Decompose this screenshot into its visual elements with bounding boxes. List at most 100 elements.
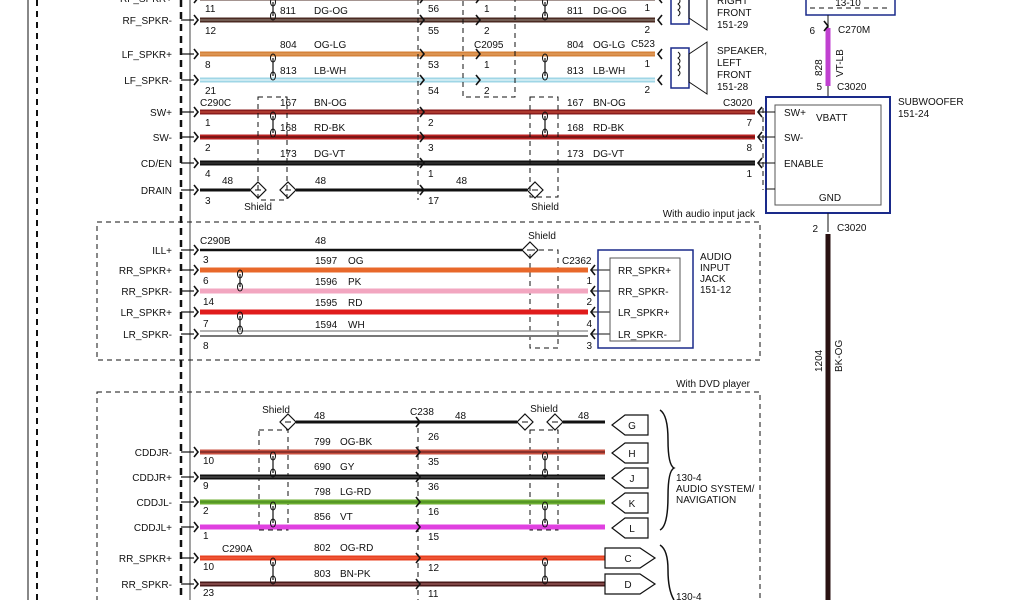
pin-number: 3: [428, 143, 434, 154]
pin-number: 2: [484, 86, 490, 97]
wire-color-code: PK: [348, 277, 362, 288]
wire-color-code: GY: [340, 462, 355, 473]
shield-box: [529, 96, 559, 198]
pin-number: 1: [746, 169, 752, 180]
wire-color-code: BN-PK: [340, 569, 371, 580]
pin-label: LR_SPKR-: [123, 330, 172, 341]
pin-number: 3: [586, 341, 592, 352]
connector-chevron-icon: [656, 14, 663, 26]
circuit-number: 1596: [315, 277, 338, 288]
shield-label: Shield: [528, 231, 556, 242]
circuit-number: 48: [456, 176, 468, 187]
audio-system-ref: AUDIO SYSTEM/: [676, 484, 755, 495]
connector-chevron-icon: [475, 14, 482, 26]
pin-number: 11: [428, 589, 439, 600]
pin-number: 36: [428, 482, 440, 493]
wire-color-code: DG-OG: [593, 6, 627, 17]
connector-tag-label: G: [628, 421, 636, 432]
connector-chevron-icon: [193, 306, 200, 318]
twist-loop-icon: [270, 128, 276, 138]
speaker-lf-label: LEFT: [717, 58, 741, 69]
connector-chevron-icon: [415, 446, 422, 458]
connector-chevron-icon: [193, 328, 200, 340]
pin-number: 35: [428, 457, 440, 468]
connector-label: C270M: [838, 25, 870, 36]
connector-chevron-icon: [419, 14, 426, 26]
twist-loop-icon: [542, 451, 548, 461]
circuit-number: 48: [455, 411, 467, 422]
pin-number: 2: [644, 85, 650, 96]
twist-loop-icon: [542, 111, 548, 121]
twist-loop-icon: [542, 53, 548, 63]
connector-chevron-icon: [475, 48, 482, 60]
pin-label: RF_SPKR-: [123, 16, 172, 27]
connector-chevron-icon: [193, 578, 200, 590]
connector-chevron-icon: [823, 20, 830, 32]
connector-chevron-icon: [419, 106, 426, 118]
connector-chevron-icon: [475, 74, 482, 86]
circuit-number: 803: [314, 569, 331, 580]
pin-label: SW-: [153, 133, 172, 144]
connector-chevron-icon: [193, 446, 200, 458]
connector-tag-label: J: [630, 474, 635, 485]
connector-chevron-icon: [193, 285, 200, 297]
pin-number: 53: [428, 60, 440, 71]
circuit-number: 48: [315, 176, 327, 187]
connector-chevron-icon: [193, 184, 200, 196]
connector-tag-label: K: [629, 499, 636, 510]
pin-number: 55: [428, 26, 440, 37]
pin-number: 10: [203, 562, 215, 573]
twist-loop-icon: [270, 11, 276, 21]
pin-number: 5: [816, 82, 822, 93]
rf-coil-icon: [677, 0, 681, 17]
connector-chevron-icon: [419, 131, 426, 143]
circuit-number: 48: [314, 411, 326, 422]
connector-label: C523: [631, 39, 655, 50]
connector-tag: [611, 492, 649, 514]
speaker-lf-label: 151-28: [717, 82, 749, 93]
pin-label: CD/EN: [141, 159, 172, 170]
wire-color-code: DG-VT: [593, 149, 624, 160]
connector-tag: [611, 517, 649, 539]
wire-color-code: OG-LG: [314, 40, 346, 51]
circuit-number: 1597: [315, 256, 338, 267]
pin-label: LF_SPKR-: [124, 76, 172, 87]
wire-color-code: BN-OG: [593, 98, 626, 109]
wire-color-code: OG-RD: [340, 543, 373, 554]
wire-color-code: RD: [348, 298, 362, 309]
twist-loop-icon: [270, 468, 276, 478]
section-label: With audio input jack: [663, 209, 756, 220]
jack-pin-label: RR_SPKR+: [618, 266, 671, 277]
connector-chevron-icon: [193, 48, 200, 60]
wire-color-code: BN-OG: [314, 98, 347, 109]
circuit-number: 167: [567, 98, 584, 109]
circuit-number: 813: [280, 66, 297, 77]
connector-label: C290B: [200, 236, 231, 247]
twist-loop-icon: [270, 111, 276, 121]
audio-jack-title: 151-12: [700, 285, 732, 296]
pin-number: 1: [484, 60, 490, 71]
connector-tag: [604, 573, 657, 595]
twist-loop-icon: [270, 575, 276, 585]
speaker-lf-label: FRONT: [717, 70, 751, 81]
connector-label: C290C: [200, 98, 231, 109]
pin-label: RR_SPKR+: [119, 266, 172, 277]
pin-number: 2: [203, 506, 209, 517]
wire-color-code: VT: [340, 512, 353, 523]
pin-number: 6: [203, 276, 209, 287]
brace-icon: [659, 409, 676, 531]
twist-loop-icon: [270, 53, 276, 63]
pin-number: 2: [586, 297, 592, 308]
subwoofer-pin-label: ENABLE: [784, 159, 824, 170]
speaker-rf-label: 151-29: [717, 20, 749, 31]
twist-loop-icon: [542, 518, 548, 528]
jack-pin-label: LR_SPKR-: [618, 330, 667, 341]
connector-chevron-icon: [475, 0, 480, 4]
subwoofer-ref: 151-24: [898, 109, 930, 120]
circuit-number: 173: [567, 149, 584, 160]
subwoofer-pin-label: SW+: [784, 108, 806, 119]
connector-chevron-icon: [193, 74, 200, 86]
pin-number: 2: [644, 25, 650, 36]
pin-number: 16: [428, 507, 440, 518]
